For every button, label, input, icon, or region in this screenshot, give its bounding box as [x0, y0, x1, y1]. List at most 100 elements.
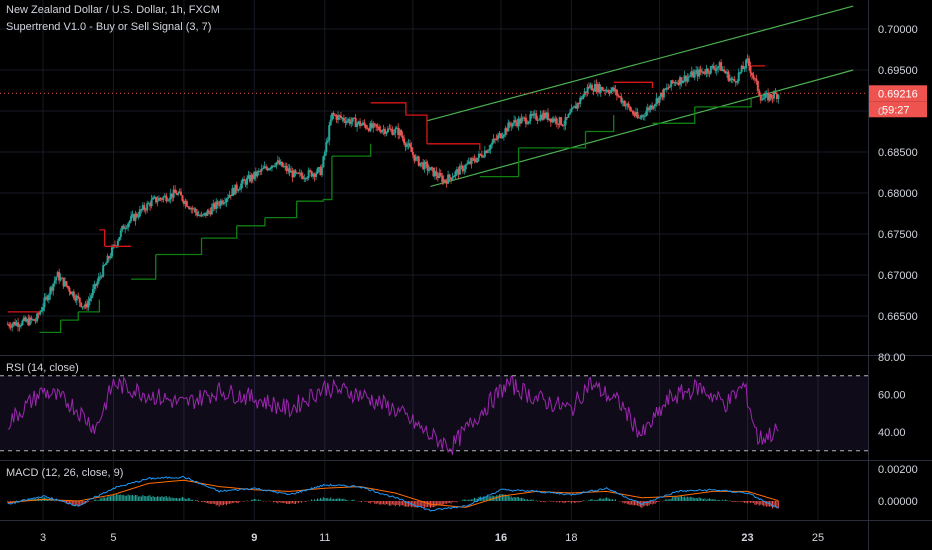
- candle-body: [677, 82, 680, 85]
- candle-body: [386, 128, 389, 132]
- candle-body: [369, 123, 372, 132]
- rsi-band-fill: [0, 375, 868, 451]
- candle-body: [36, 313, 39, 321]
- candle-body: [731, 79, 734, 81]
- candle-body: [602, 89, 605, 91]
- candle-body: [720, 62, 723, 72]
- supertrend-segment: [370, 102, 407, 116]
- candle-body: [469, 161, 472, 164]
- candle-body: [12, 321, 15, 325]
- candle-body: [209, 211, 212, 215]
- candle-body: [367, 128, 370, 132]
- candle-body: [725, 71, 728, 74]
- x-tick-label: 16: [495, 532, 507, 544]
- candle-body: [102, 265, 105, 277]
- candle-body: [216, 201, 219, 205]
- candle-body: [206, 210, 209, 216]
- candle-body: [179, 191, 182, 196]
- candle-body: [354, 117, 357, 128]
- candle-body: [430, 167, 433, 169]
- candle-body: [276, 160, 279, 163]
- candle-body: [564, 117, 567, 126]
- candle-body: [479, 153, 482, 155]
- candle-body: [489, 144, 492, 150]
- candle-body: [425, 161, 428, 164]
- candle-body: [630, 110, 633, 112]
- candle-body: [65, 281, 68, 286]
- candle-body: [585, 91, 588, 93]
- candle-body: [168, 199, 171, 201]
- candle-body: [683, 75, 686, 81]
- candle-body: [588, 86, 591, 88]
- candle-body: [664, 88, 667, 90]
- candle-body: [243, 179, 246, 181]
- supertrend-segment: [518, 131, 587, 149]
- candle-body: [620, 96, 623, 103]
- candle-body: [86, 303, 89, 308]
- candle-body: [376, 126, 379, 128]
- supertrend-segment: [131, 254, 157, 280]
- candle-body: [595, 84, 598, 92]
- last-price-tag-bg: [869, 85, 927, 102]
- candle-body: [654, 104, 657, 107]
- candle-body: [275, 162, 278, 166]
- candle-body: [84, 303, 87, 307]
- candle-body: [190, 208, 193, 210]
- candle-body: [636, 112, 639, 118]
- candle-body: [701, 71, 704, 73]
- candle-body: [61, 277, 64, 279]
- supertrend-segment: [585, 115, 615, 133]
- candle-body: [53, 280, 56, 284]
- candle-body: [417, 156, 420, 166]
- rsi-tick-label: 40.00: [878, 427, 906, 439]
- price-tick-label: 0.68000: [878, 188, 918, 200]
- candle-body: [162, 196, 165, 200]
- candle-body: [323, 152, 326, 157]
- candle-body: [66, 285, 69, 288]
- candle-body: [470, 158, 473, 164]
- candle-body: [473, 158, 476, 161]
- candle-body: [736, 80, 739, 83]
- candle-body: [689, 75, 692, 77]
- candle-body: [370, 123, 373, 128]
- candle-body: [307, 170, 310, 178]
- candle-body: [153, 196, 156, 198]
- supertrend-segment: [99, 229, 106, 247]
- candle-body: [306, 177, 309, 179]
- candle-body: [542, 112, 545, 120]
- candle-body: [698, 69, 701, 77]
- candle-body: [413, 154, 416, 161]
- candle-body: [80, 302, 83, 307]
- candle-body: [477, 153, 480, 158]
- candle-body: [708, 72, 711, 74]
- candle-body: [750, 72, 753, 76]
- candle-body: [27, 318, 30, 326]
- candle-body: [659, 92, 662, 97]
- candle-body: [287, 168, 290, 171]
- candle-body: [466, 163, 469, 165]
- candle-body: [699, 69, 702, 72]
- last-price-tag: 0.69216: [878, 88, 918, 100]
- candle-body: [775, 93, 778, 99]
- candle-body: [610, 90, 613, 94]
- candle-body: [467, 161, 470, 164]
- candle-body: [339, 115, 342, 118]
- candle-body: [724, 71, 727, 74]
- candle-body: [165, 195, 168, 202]
- candle-body: [128, 221, 131, 224]
- candle-body: [475, 160, 478, 163]
- candle-body: [545, 112, 548, 118]
- candle-body: [143, 205, 146, 210]
- candle-body: [543, 112, 546, 118]
- candle-body: [194, 208, 197, 213]
- candle-body: [298, 172, 301, 174]
- supertrend-segment: [296, 199, 324, 202]
- candle-body: [448, 174, 451, 178]
- candle-body: [608, 92, 611, 94]
- candle-body: [235, 184, 238, 191]
- candle-body: [510, 125, 513, 127]
- candle-body: [532, 113, 535, 116]
- candle-body: [519, 118, 522, 124]
